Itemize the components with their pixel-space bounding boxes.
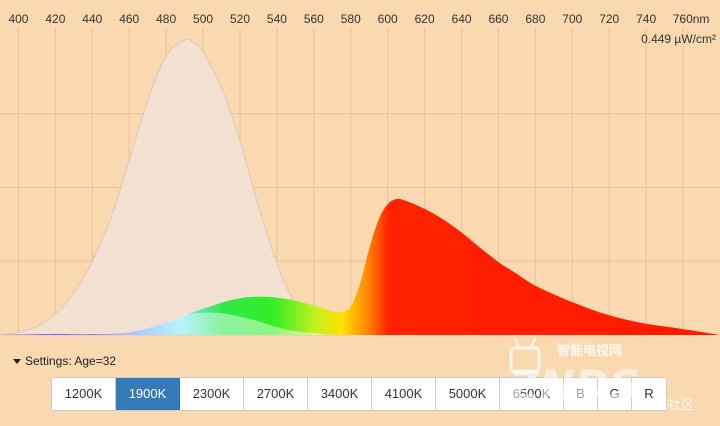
x-tick-label: 560 — [304, 12, 324, 26]
preset-button-2300k[interactable]: 2300K — [180, 378, 244, 410]
preset-button-g[interactable]: G — [598, 378, 632, 410]
preset-button-group: 1200K 1900K 2300K 2700K 3400K 4100K 5000K 6500K… — [51, 377, 667, 411]
eye-sensitivity-area — [0, 38, 351, 336]
x-tick-label: 480 — [156, 12, 176, 26]
x-tick-label: 500 — [193, 12, 213, 26]
preset-button-2700k[interactable]: 2700K — [244, 378, 308, 410]
preset-button-r[interactable]: R — [632, 378, 666, 410]
x-tick-label: 580 — [341, 12, 361, 26]
preset-button-1200k[interactable]: 1200K — [52, 378, 116, 410]
x-tick-label: 640 — [452, 12, 472, 26]
x-tick-label: 680 — [525, 12, 545, 26]
x-tick-label: 540 — [267, 12, 287, 26]
x-tick-label: 520 — [230, 12, 250, 26]
preset-button-6500k[interactable]: 6500K — [500, 378, 564, 410]
x-tick-label: 760nm — [673, 12, 710, 26]
overlap-area — [92, 312, 333, 335]
emission-spectrum-area — [0, 198, 720, 335]
x-tick-label: 660 — [488, 12, 508, 26]
spectrum-chart: 400 420 440 460 480 500 520 540 560 580 600 620 640 6… — [0, 12, 720, 336]
x-tick-label: 620 — [415, 12, 435, 26]
x-tick-label: 440 — [82, 12, 102, 26]
preset-button-b[interactable]: B — [564, 378, 598, 410]
y-max-label: 0.449 µW/cm² — [641, 32, 716, 46]
x-axis-ticks: 400 420 440 460 480 500 520 540 560 580 600 620 640 6… — [8, 12, 709, 26]
settings-toggle[interactable]: Settings: Age=32 — [13, 354, 116, 368]
preset-button-4100k[interactable]: 4100K — [372, 378, 436, 410]
x-tick-label: 420 — [45, 12, 65, 26]
settings-label: Settings: Age=32 — [25, 354, 117, 368]
x-tick-label: 400 — [8, 12, 28, 26]
watermark-cn-top: 智能电视网 — [557, 343, 622, 358]
x-tick-label: 700 — [562, 12, 582, 26]
caret-down-icon — [13, 358, 21, 364]
preset-button-3400k[interactable]: 3400K — [308, 378, 372, 410]
preset-button-1900k[interactable]: 1900K — [116, 378, 180, 410]
x-tick-label: 460 — [119, 12, 139, 26]
x-tick-label: 600 — [378, 12, 398, 26]
preset-button-5000k[interactable]: 5000K — [436, 378, 500, 410]
x-tick-label: 720 — [599, 12, 619, 26]
x-tick-label: 740 — [636, 12, 656, 26]
